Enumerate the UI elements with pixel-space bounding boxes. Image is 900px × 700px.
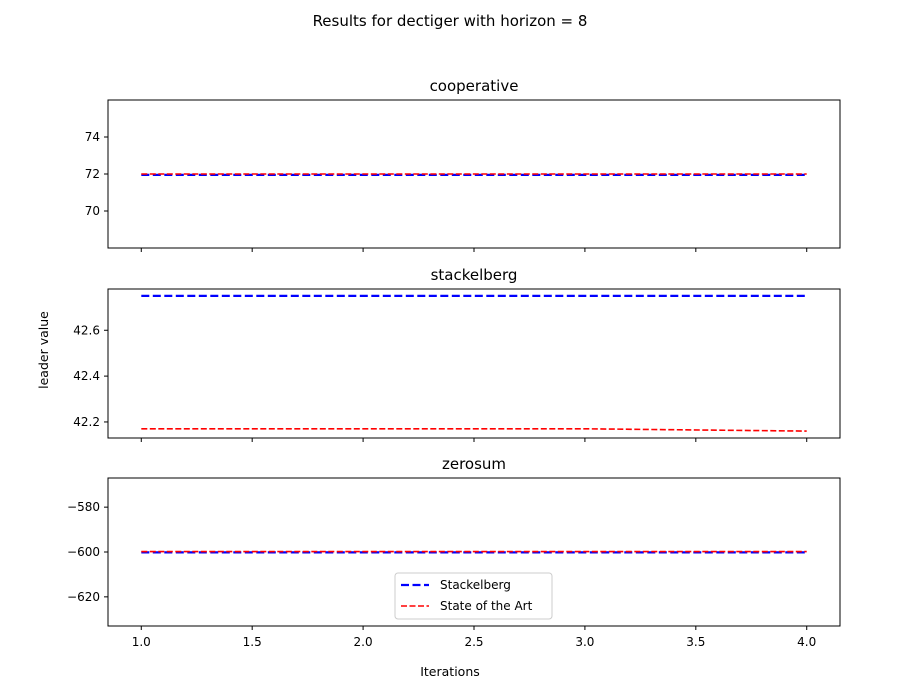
x-tick-label: 3.5	[686, 635, 705, 649]
x-tick-label: 1.5	[243, 635, 262, 649]
subplot-title: zerosum	[442, 455, 506, 473]
y-tick-label: 70	[85, 204, 100, 218]
x-axis-label: Iterations	[420, 664, 480, 679]
figure-title: Results for dectiger with horizon = 8	[313, 12, 588, 30]
x-tick-label: 3.0	[575, 635, 594, 649]
legend-label: Stackelberg	[440, 578, 511, 592]
plot-area-frame	[107, 288, 841, 439]
subplots: cooperative 70 72 74 stackelberg 42.2 42.4 42.6…	[67, 77, 841, 649]
x-tick-label: 1.0	[132, 635, 151, 649]
x-tick-label: 4.0	[797, 635, 816, 649]
subplot-title: cooperative	[430, 77, 519, 95]
subplot-stackelberg: stackelberg 42.2 42.4 42.6	[73, 266, 841, 442]
y-tick-label: 42.6	[73, 323, 100, 337]
x-tick-label: 2.0	[354, 635, 373, 649]
y-tick-label: −580	[67, 500, 100, 514]
subplot-cooperative: cooperative 70 72 74	[85, 77, 841, 252]
x-tick-label: 2.5	[464, 635, 483, 649]
y-axis-label: leader value	[36, 311, 51, 389]
legend-label: State of the Art	[440, 599, 533, 613]
legend: Stackelberg State of the Art	[394, 572, 553, 620]
subplot-zerosum: zerosum −620 −600 −580 1.0 1.5 2.0 2.5 3.0 3.5 4.0	[67, 455, 841, 649]
y-tick-label: −600	[67, 545, 100, 559]
y-tick-label: 42.2	[73, 415, 100, 429]
y-tick-label: 72	[85, 167, 100, 181]
series-line-state-of-the-art	[141, 427, 807, 432]
y-tick-label: −620	[67, 590, 100, 604]
y-tick-label: 42.4	[73, 369, 100, 383]
y-tick-label: 74	[85, 130, 100, 144]
subplot-title: stackelberg	[431, 266, 518, 284]
legend-box	[394, 572, 553, 620]
